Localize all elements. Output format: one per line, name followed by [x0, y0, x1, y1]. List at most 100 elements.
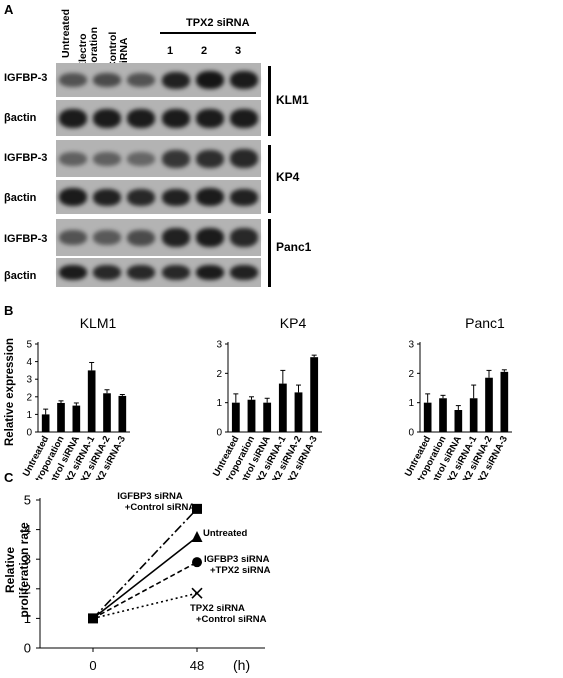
y-tick-label: 1 — [24, 611, 31, 626]
blot-strip-igfbp3-panc1 — [56, 219, 261, 256]
series-label-line: +Control siRNA — [125, 502, 196, 513]
bar — [469, 398, 478, 432]
blot-row-label-bactin-kp4: βactin — [4, 192, 37, 204]
blot-band — [127, 73, 156, 87]
tpx2-lane-number-2: 2 — [201, 45, 208, 57]
y-tick-label: 2 — [216, 369, 222, 380]
blot-row-label-bactin-klm1: βactin — [4, 112, 37, 124]
start-marker — [88, 613, 98, 624]
series-marker — [192, 557, 202, 568]
y-label-line-1: Relative — [3, 547, 17, 593]
series-label-line: +TPX2 siRNA — [210, 565, 271, 576]
y-tick-label: 2 — [26, 392, 32, 403]
blot-strip-bactin-kp4 — [56, 180, 261, 214]
bar — [41, 414, 50, 432]
series-0: IGFBP3 siRNA +Control siRNA — [92, 491, 202, 619]
panel-b-letter: B — [4, 303, 14, 318]
blot-strip-igfbp3-klm1 — [56, 63, 261, 97]
blot-band — [93, 265, 122, 280]
y-tick-label: 3 — [216, 340, 222, 351]
tpx2-sirna-group-label: TPX2 siRNA — [186, 17, 250, 29]
y-tick-label: 1 — [216, 398, 222, 409]
cell-line-label-kp4: KP4 — [276, 170, 300, 184]
bar — [263, 402, 272, 432]
blot-band — [229, 265, 258, 280]
blot-band — [127, 189, 156, 206]
tpx2-lane-number-3: 3 — [235, 45, 242, 57]
blot-band — [59, 265, 88, 280]
series-line — [92, 561, 198, 620]
blot-band — [161, 72, 190, 89]
bar — [231, 402, 240, 432]
series-label-line: Untreated — [203, 528, 248, 539]
bar — [87, 370, 96, 432]
blot-band — [161, 109, 190, 128]
y-label-line-2: proliferation rate — [17, 522, 31, 618]
blot-band — [161, 228, 190, 247]
bar — [423, 402, 432, 432]
y-tick-label: 0 — [408, 428, 414, 439]
bar — [57, 402, 65, 432]
bar-chart-title: Panc1 — [465, 315, 505, 331]
blot-strip-igfbp3-kp4 — [56, 140, 261, 177]
bar — [103, 393, 111, 432]
series-label-line: TPX2 siRNA — [190, 603, 245, 614]
blot-row-label-igfbp3-klm1: IGFBP-3 — [4, 72, 48, 84]
bar-chart-panc1: Panc10123UntreatedElctroporationControl … — [403, 315, 512, 480]
blot-band — [93, 230, 122, 245]
series-label-line: IGFBP3 siRNA — [117, 491, 183, 502]
y-tick-label: 5 — [26, 340, 32, 351]
blot-band — [195, 265, 224, 280]
proliferation-chart: 0 1 2 3 4 5 0 48 (h) Relativeproliferation rate IG… — [3, 491, 271, 673]
blot-band — [127, 265, 156, 280]
y-tick-label: 1 — [26, 410, 32, 421]
series-3: TPX2 siRNA +Control siRNA — [92, 587, 267, 625]
blot-band — [195, 109, 224, 128]
series-label: Untreated — [203, 528, 248, 539]
blot-band — [195, 188, 224, 206]
y-tick-label: 4 — [24, 522, 31, 537]
blot-band — [93, 189, 122, 206]
bar — [72, 405, 81, 432]
blot-band — [127, 152, 156, 166]
series-line — [92, 508, 198, 619]
bar — [278, 383, 287, 432]
blot-band — [161, 150, 190, 168]
series-1: Untreated — [92, 528, 248, 620]
blot-band — [229, 109, 258, 128]
series-2: IGFBP3 siRNA +TPX2 siRNA — [92, 554, 271, 620]
blot-band — [229, 189, 258, 206]
series-marker — [192, 503, 202, 514]
bar-y-axis-label: Relative expression — [4, 338, 16, 446]
blot-band — [195, 150, 224, 168]
series-marker — [191, 531, 203, 542]
blot-band — [127, 109, 156, 128]
tpx2-group-bracket — [160, 32, 256, 34]
bar-chart-klm1: KLM1012345UntreatedElctroporationControl… — [21, 315, 130, 480]
blot-strip-bactin-panc1 — [56, 258, 261, 287]
blot-band — [93, 73, 122, 87]
bar-charts: KLM1012345UntreatedElctroporationControl… — [4, 315, 512, 480]
series-line — [92, 536, 198, 620]
blot-band — [59, 188, 88, 206]
blot-strip-bactin-klm1 — [56, 100, 261, 136]
x-unit-label: (h) — [233, 657, 250, 673]
blot-row-label-igfbp3-panc1: IGFBP-3 — [4, 233, 48, 245]
panel-a-letter: A — [4, 2, 14, 17]
blot-band — [195, 228, 224, 247]
bar — [247, 399, 256, 432]
lane-label-untreated: Untreated — [60, 8, 72, 58]
series-label: TPX2 siRNA +Control siRNA — [190, 603, 267, 625]
y-tick-label: 4 — [26, 357, 32, 368]
bar — [310, 357, 319, 432]
y-tick-label: 3 — [24, 552, 31, 567]
blot-band — [229, 71, 258, 89]
blot-band — [93, 109, 122, 128]
y-tick-label: 2 — [408, 369, 414, 380]
tpx2-lane-number-1: 1 — [167, 45, 174, 57]
blot-band — [59, 230, 88, 245]
y-tick-label: 0 — [24, 641, 31, 656]
cell-line-label-klm1: KLM1 — [276, 93, 309, 107]
cell-bracket-kp4 — [268, 145, 271, 213]
